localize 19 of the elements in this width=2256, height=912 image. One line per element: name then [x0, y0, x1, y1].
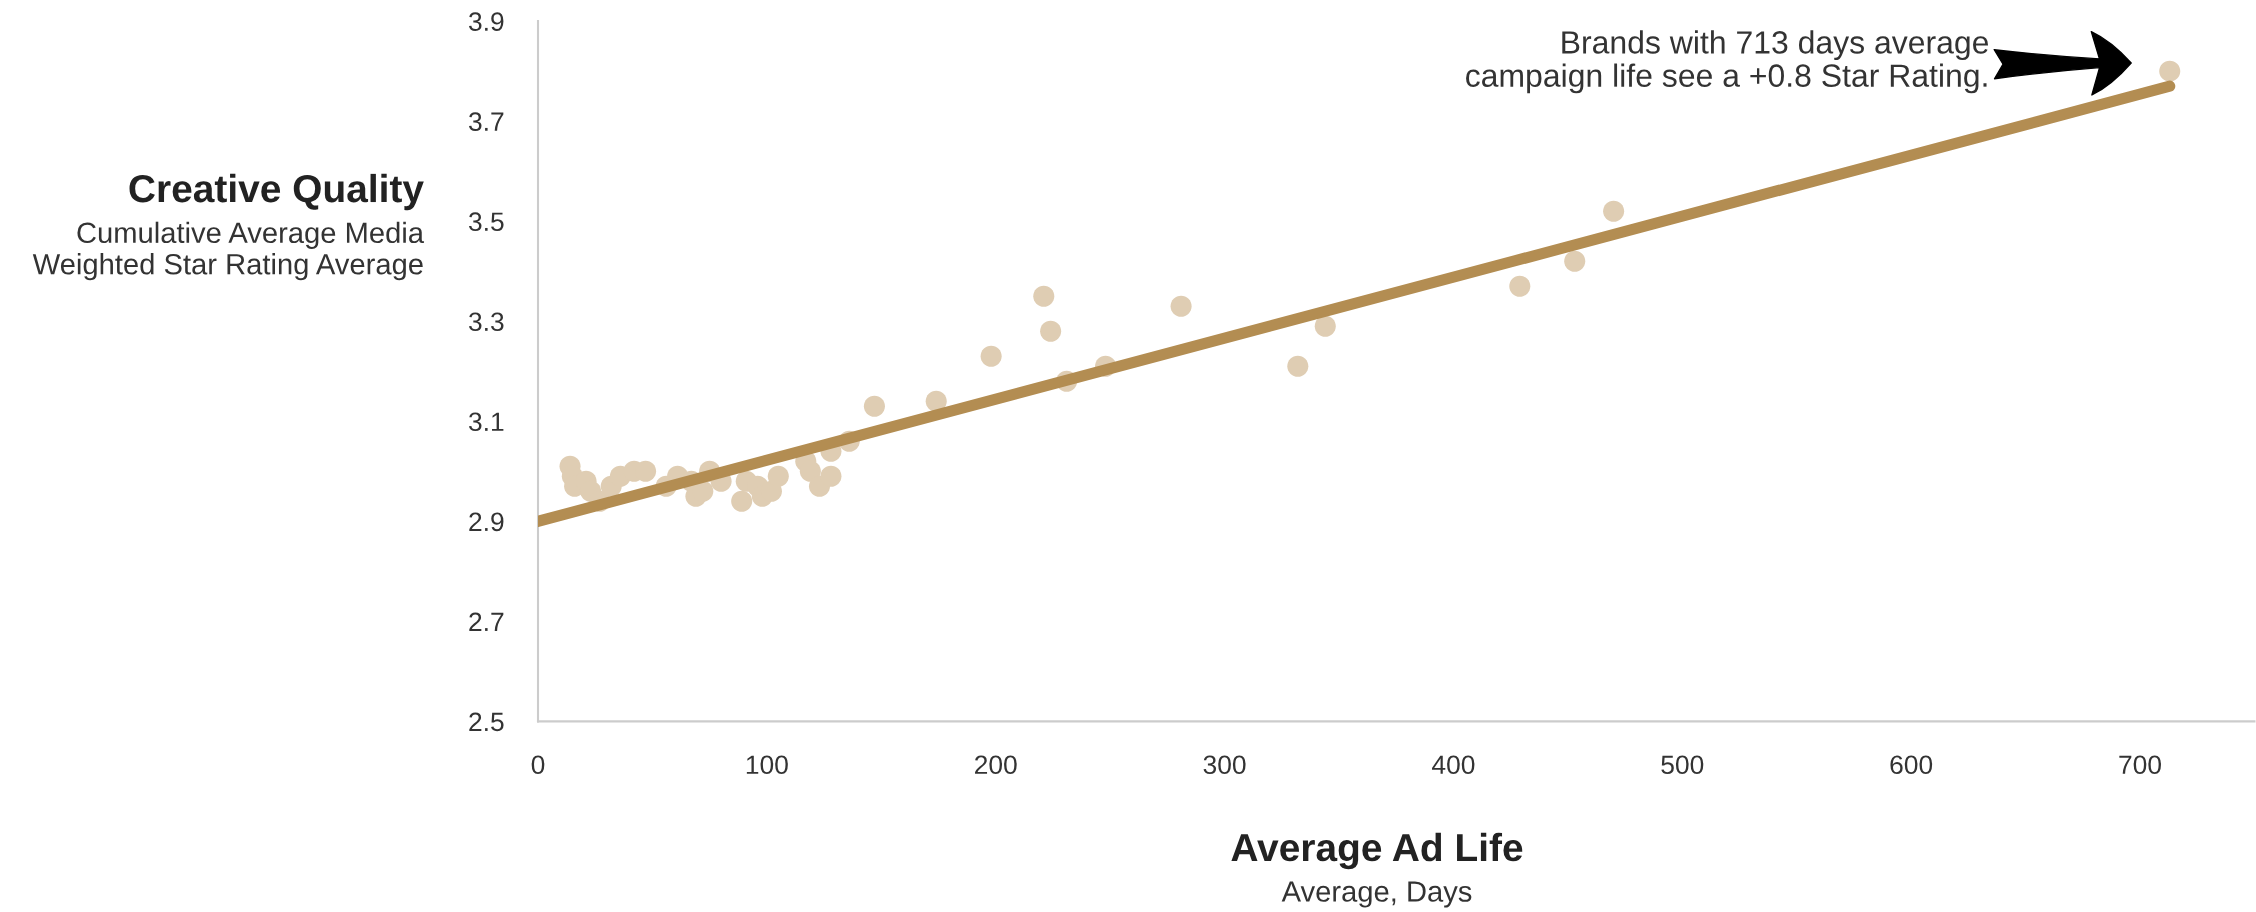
y-tick-label: 3.7 [468, 112, 504, 132]
y-tick-label: 2.9 [469, 512, 504, 532]
x-tick-label: 100 [746, 755, 788, 775]
x-tick-label: 0 [531, 755, 545, 775]
y-tick-label: 2.7 [469, 612, 504, 631]
y-tick-label: 3.5 [468, 212, 504, 232]
x-tick-label: 200 [975, 755, 1017, 775]
x-tick-label: 300 [1203, 755, 1246, 775]
annotation: Brands with 713 days average campaign life see a +0.8 Star Rating. [1466, 30, 1989, 94]
x-axis-title: Average Ad Life Average, Days [1231, 832, 1523, 908]
x-tick-label: 700 [2119, 755, 2161, 775]
y-tick-label: 3.1 [468, 412, 504, 432]
x-tick-label: 500 [1661, 755, 1704, 775]
y-axis-title: Creative Quality Cumulative Average Media Weighted Star Rating Average [32, 173, 425, 281]
y-tick-label: 3.9 [468, 12, 504, 31]
y-tick-label: 2.5 [469, 712, 504, 732]
x-tick-label: 600 [1890, 755, 1933, 775]
x-tick-label: 400 [1432, 755, 1475, 775]
y-tick-label: 3.3 [468, 312, 504, 332]
